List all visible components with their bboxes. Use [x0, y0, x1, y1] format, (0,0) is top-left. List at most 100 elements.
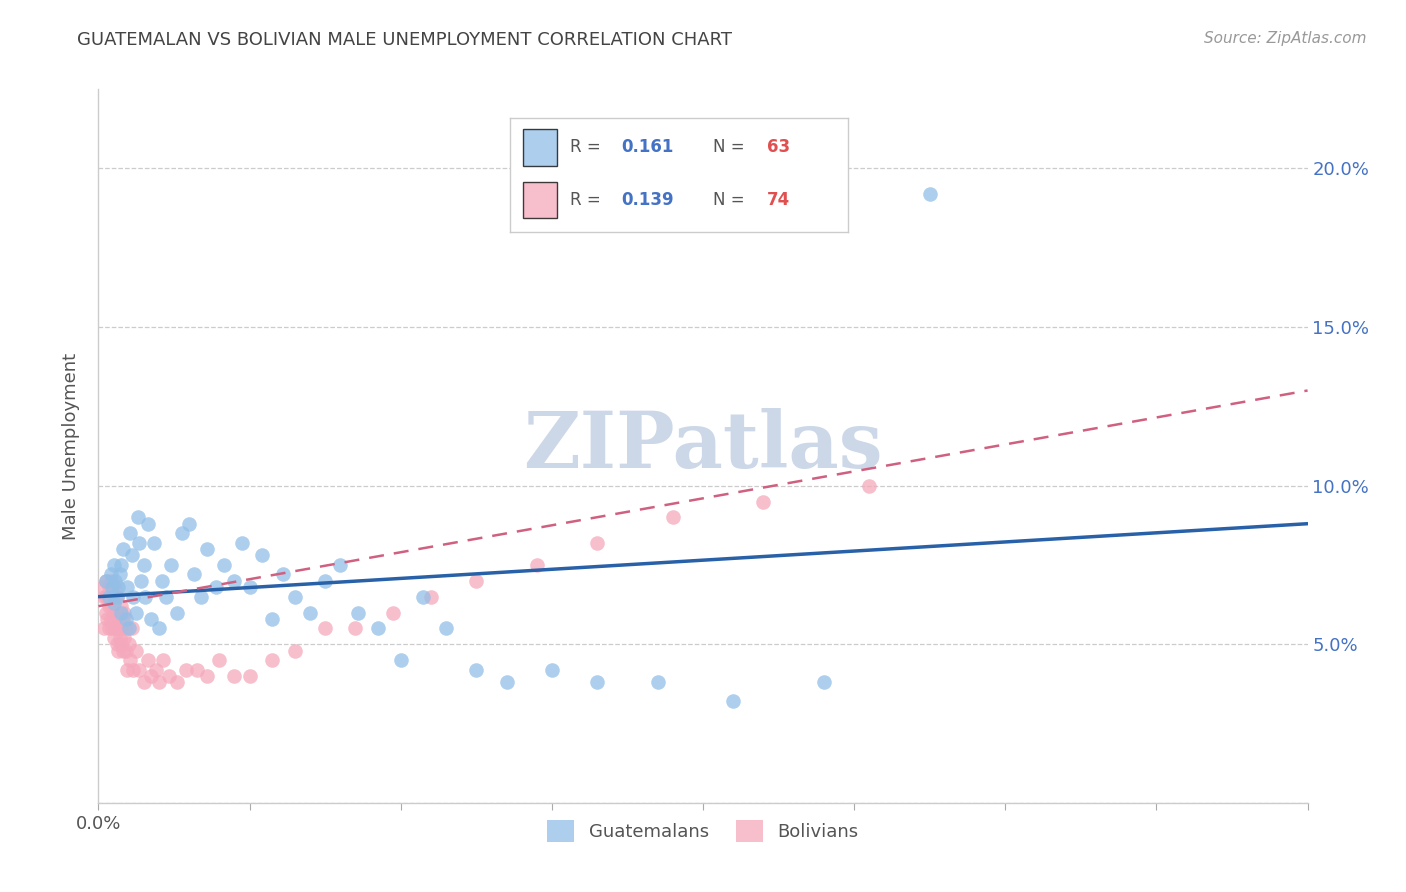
Point — [103, 558, 125, 572]
Point — [239, 669, 262, 683]
Point — [128, 663, 150, 677]
Point — [100, 612, 122, 626]
Point — [114, 621, 136, 635]
Point — [159, 669, 181, 683]
Point — [195, 669, 218, 683]
Point — [239, 580, 262, 594]
Point — [166, 606, 188, 620]
Point — [195, 542, 218, 557]
Point — [314, 574, 336, 588]
Point — [127, 510, 149, 524]
Point — [121, 549, 143, 563]
Point — [118, 637, 141, 651]
Point — [112, 631, 135, 645]
Point — [132, 675, 155, 690]
Point — [329, 558, 352, 572]
Point — [160, 558, 183, 572]
Point — [129, 574, 152, 588]
Point — [110, 606, 132, 620]
Point — [104, 621, 127, 635]
Point — [495, 675, 517, 690]
Point — [152, 653, 174, 667]
Point — [141, 612, 163, 626]
Point — [136, 516, 159, 531]
Point — [100, 590, 122, 604]
Point — [179, 516, 201, 531]
Point — [367, 621, 389, 635]
Point — [205, 580, 228, 594]
Point — [103, 580, 125, 594]
Point — [208, 653, 231, 667]
Point — [103, 631, 125, 645]
Point — [100, 574, 122, 588]
Point — [94, 590, 117, 604]
Point — [114, 643, 136, 657]
Point — [434, 621, 457, 635]
Point — [190, 590, 212, 604]
Point — [101, 580, 124, 594]
Point — [174, 663, 197, 677]
Point — [108, 567, 131, 582]
Legend: Guatemalans, Bolivians: Guatemalans, Bolivians — [538, 811, 868, 851]
Point — [148, 675, 170, 690]
Point — [125, 606, 148, 620]
Point — [250, 549, 273, 563]
Point — [98, 590, 121, 604]
Point — [299, 606, 322, 620]
Point — [314, 621, 336, 635]
Point — [110, 637, 132, 651]
Point — [284, 643, 307, 657]
Point — [111, 612, 134, 626]
Point — [125, 643, 148, 657]
Point — [262, 612, 284, 626]
Point — [98, 599, 121, 614]
Point — [108, 631, 131, 645]
Point — [858, 478, 880, 492]
Point — [186, 663, 208, 677]
Point — [110, 599, 132, 614]
Point — [101, 580, 124, 594]
Point — [347, 606, 370, 620]
Point — [98, 580, 121, 594]
Point — [120, 653, 142, 667]
Text: Source: ZipAtlas.com: Source: ZipAtlas.com — [1204, 31, 1367, 46]
Point — [104, 606, 127, 620]
Point — [170, 526, 193, 541]
Point — [111, 643, 134, 657]
Point — [91, 580, 114, 594]
Point — [120, 526, 142, 541]
Point — [105, 590, 128, 604]
Point — [224, 574, 246, 588]
Point — [212, 558, 235, 572]
Point — [94, 574, 117, 588]
Point — [540, 663, 562, 677]
Point — [103, 612, 125, 626]
Point — [143, 535, 166, 549]
Point — [103, 596, 125, 610]
Point — [141, 669, 163, 683]
Point — [115, 580, 138, 594]
Point — [136, 653, 159, 667]
Point — [465, 663, 488, 677]
Point — [134, 590, 156, 604]
Point — [166, 675, 188, 690]
Point — [262, 653, 284, 667]
Point — [94, 574, 117, 588]
Point — [104, 590, 127, 604]
Point — [344, 621, 367, 635]
Point — [107, 580, 129, 594]
Point — [107, 621, 129, 635]
Point — [586, 535, 609, 549]
Point — [121, 621, 143, 635]
Point — [145, 663, 167, 677]
Point — [114, 612, 136, 626]
Text: ZIPatlas: ZIPatlas — [523, 408, 883, 484]
Point — [465, 574, 488, 588]
Point — [382, 606, 405, 620]
Point — [271, 567, 294, 582]
Point — [111, 542, 134, 557]
Point — [115, 663, 138, 677]
Point — [105, 590, 128, 604]
Point — [661, 510, 683, 524]
Point — [96, 590, 118, 604]
